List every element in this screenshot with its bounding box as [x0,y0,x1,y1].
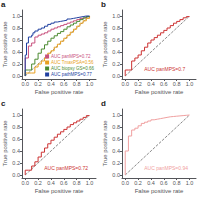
svg-text:0.6: 0.6 [160,180,168,186]
svg-text:1.0: 1.0 [12,112,20,118]
svg-text:0.4: 0.4 [12,49,20,55]
svg-text:0.6: 0.6 [12,37,20,43]
svg-text:0.6: 0.6 [60,180,68,186]
svg-text:False positive rate: False positive rate [35,188,84,194]
svg-text:1.0: 1.0 [186,81,194,87]
svg-text:AUC TmaxPSA=0.56: AUC TmaxPSA=0.56 [51,60,94,65]
svg-text:AUC panMPS=0.7: AUC panMPS=0.7 [144,66,185,72]
svg-text:AUC biopsy GS=0.66: AUC biopsy GS=0.66 [51,66,94,71]
svg-text:0.0: 0.0 [112,172,120,178]
svg-text:a: a [1,0,6,9]
svg-text:0.8: 0.8 [173,81,181,87]
svg-text:0.2: 0.2 [134,180,142,186]
svg-text:AUC panMPS=0.94: AUC panMPS=0.94 [144,165,188,171]
svg-text:0.8: 0.8 [73,81,81,87]
svg-text:0.8: 0.8 [112,25,120,31]
svg-text:0.0: 0.0 [112,73,120,79]
svg-text:True positive rate: True positive rate [102,21,108,68]
svg-text:0.4: 0.4 [112,49,120,55]
svg-text:0.0: 0.0 [12,172,20,178]
svg-text:AUC panMPS=0.72: AUC panMPS=0.72 [44,165,88,171]
svg-text:0.8: 0.8 [12,124,20,130]
svg-text:1.0: 1.0 [86,180,94,186]
svg-text:0.2: 0.2 [34,81,42,87]
svg-text:0.0: 0.0 [121,180,129,186]
svg-text:b: b [101,0,106,9]
svg-text:0.4: 0.4 [147,180,155,186]
svg-text:False positive rate: False positive rate [35,89,84,95]
svg-text:1.0: 1.0 [186,180,194,186]
svg-text:0.0: 0.0 [121,81,129,87]
svg-text:0.6: 0.6 [160,81,168,87]
svg-text:0.6: 0.6 [112,136,120,142]
svg-text:0.8: 0.8 [73,180,81,186]
svg-text:0.8: 0.8 [12,25,20,31]
svg-text:0.0: 0.0 [21,81,29,87]
svg-text:0.4: 0.4 [47,81,55,87]
svg-text:0.2: 0.2 [134,81,142,87]
svg-text:0.0: 0.0 [21,180,29,186]
svg-text:True positive rate: True positive rate [2,120,8,167]
svg-text:1.0: 1.0 [112,13,120,19]
svg-text:AUC panMPS=0.72: AUC panMPS=0.72 [51,54,91,59]
svg-text:0.8: 0.8 [112,124,120,130]
svg-text:1.0: 1.0 [86,81,94,87]
svg-text:0.6: 0.6 [60,81,68,87]
svg-text:0.2: 0.2 [112,160,120,166]
svg-text:0.6: 0.6 [12,136,20,142]
svg-text:1.0: 1.0 [12,13,20,19]
svg-text:True positive rate: True positive rate [102,120,108,167]
svg-text:False positive rate: False positive rate [135,188,184,194]
svg-text:0.0: 0.0 [12,73,20,79]
svg-text:0.4: 0.4 [12,148,20,154]
svg-text:AUC pathMPS=0.77: AUC pathMPS=0.77 [51,72,92,77]
svg-text:True positive rate: True positive rate [2,21,8,68]
svg-text:0.2: 0.2 [12,160,20,166]
svg-text:c: c [1,99,6,108]
svg-text:False positive rate: False positive rate [135,89,184,95]
svg-text:0.2: 0.2 [34,180,42,186]
svg-text:1.0: 1.0 [112,112,120,118]
svg-text:0.2: 0.2 [112,61,120,67]
svg-text:0.4: 0.4 [112,148,120,154]
svg-text:d: d [101,99,106,108]
svg-text:0.4: 0.4 [47,180,55,186]
svg-text:0.4: 0.4 [147,81,155,87]
svg-text:0.8: 0.8 [173,180,181,186]
svg-text:0.6: 0.6 [112,37,120,43]
svg-text:0.2: 0.2 [12,61,20,67]
